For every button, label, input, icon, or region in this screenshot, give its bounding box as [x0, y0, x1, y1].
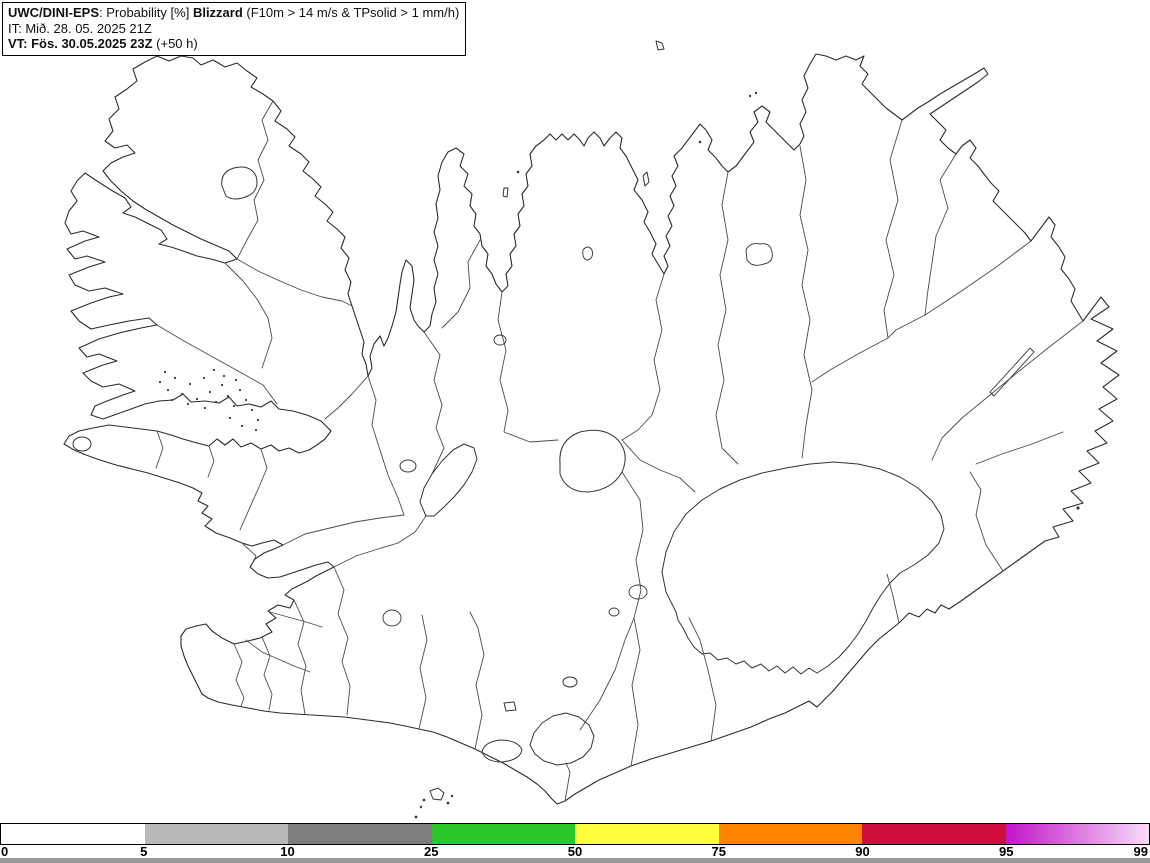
hrisey-island — [642, 171, 650, 187]
colorbar-tick-10: 10 — [280, 844, 295, 859]
colorbar-tick-90: 90 — [855, 844, 870, 859]
myrdalsjokull-outline — [529, 712, 595, 766]
lagarfljot-outline — [989, 347, 1035, 397]
drangajokull-outline — [221, 166, 258, 200]
breidafjordur-skerries — [158, 368, 260, 432]
colorbar-segment-75-90 — [718, 824, 862, 844]
colorbar-tick-75: 75 — [711, 844, 726, 859]
tindfjallajokull-outline — [503, 701, 517, 712]
colorbar-band — [0, 823, 1150, 845]
valid-time-line: VT: Fös. 30.05.2025 23Z (+50 h) — [8, 36, 459, 52]
grimsey-island — [655, 40, 665, 51]
colorbar-segment-10-25 — [288, 824, 432, 844]
colorbar-tick-95: 95 — [999, 844, 1014, 859]
colorbar-tick-99: 99 — [1133, 844, 1148, 859]
colorbar-segment-95-99 — [1005, 824, 1149, 844]
init-time-line: IT: Mið. 28. 05. 2025 21Z — [8, 20, 152, 36]
map-title-box: UWC/DINI-EPS: Probability [%] Blizzard (… — [2, 2, 467, 56]
probability-colorbar: 0 5 10 25 50 75 90 95 99 — [0, 823, 1150, 863]
title-mid-text: : Probability [%] — [99, 5, 193, 20]
skagafjordur-island — [502, 187, 509, 198]
heimaey-island — [429, 787, 445, 801]
thingvallavatn-outline — [382, 609, 402, 627]
langjokull-outline — [419, 443, 478, 517]
colorbar-segment-0-5 — [1, 824, 145, 844]
model-name: UWC/DINI-EPS — [8, 5, 99, 20]
small-lake-outline — [608, 607, 620, 617]
eyjafjallajokull-outline — [481, 739, 523, 763]
valid-time-bold: VT: Fös. 30.05.2025 23Z — [8, 36, 153, 51]
hofsjokull-outline — [559, 429, 626, 493]
snaefellsjokull-outline — [72, 436, 92, 452]
title-line-1: UWC/DINI-EPS: Probability [%] Blizzard (… — [8, 5, 459, 21]
colorbar-tick-5: 5 — [140, 844, 148, 859]
lake-outlines — [382, 243, 1035, 627]
municipal-boundaries — [155, 100, 1084, 802]
eiriksjokull-outline — [399, 459, 417, 473]
island-dots — [414, 91, 1080, 819]
lead-time-text: (+50 h) — [152, 36, 198, 51]
tungnaa-lake-outline — [582, 246, 593, 261]
colorbar-tick-0: 0 — [1, 844, 9, 859]
colorbar-segment-90-95 — [862, 824, 1006, 844]
glacier-outlines — [72, 166, 945, 766]
colorbar-segment-50-75 — [575, 824, 719, 844]
coastline — [63, 53, 1120, 805]
thorisvatn-outline — [628, 584, 648, 600]
blondulon-outline — [493, 334, 507, 346]
myvatn-outline — [745, 243, 773, 266]
vatnajokull-outline — [661, 461, 945, 675]
parameter-name: Blizzard — [192, 5, 243, 20]
colorbar-tick-25: 25 — [424, 844, 439, 859]
colorbar-segment-25-50 — [431, 824, 575, 844]
islands — [429, 40, 665, 801]
parameter-definition: (F10m > 14 m/s & TPsolid > 1 mm/h) — [242, 5, 460, 20]
iceland-map — [63, 40, 1120, 819]
colorbar-labels: 0 5 10 25 50 75 90 95 99 — [0, 844, 1150, 859]
small-icecap-outline — [562, 676, 578, 688]
colorbar-segment-5-10 — [144, 824, 288, 844]
colorbar-tick-50: 50 — [567, 844, 583, 859]
bottom-gray-strip — [0, 858, 1150, 863]
